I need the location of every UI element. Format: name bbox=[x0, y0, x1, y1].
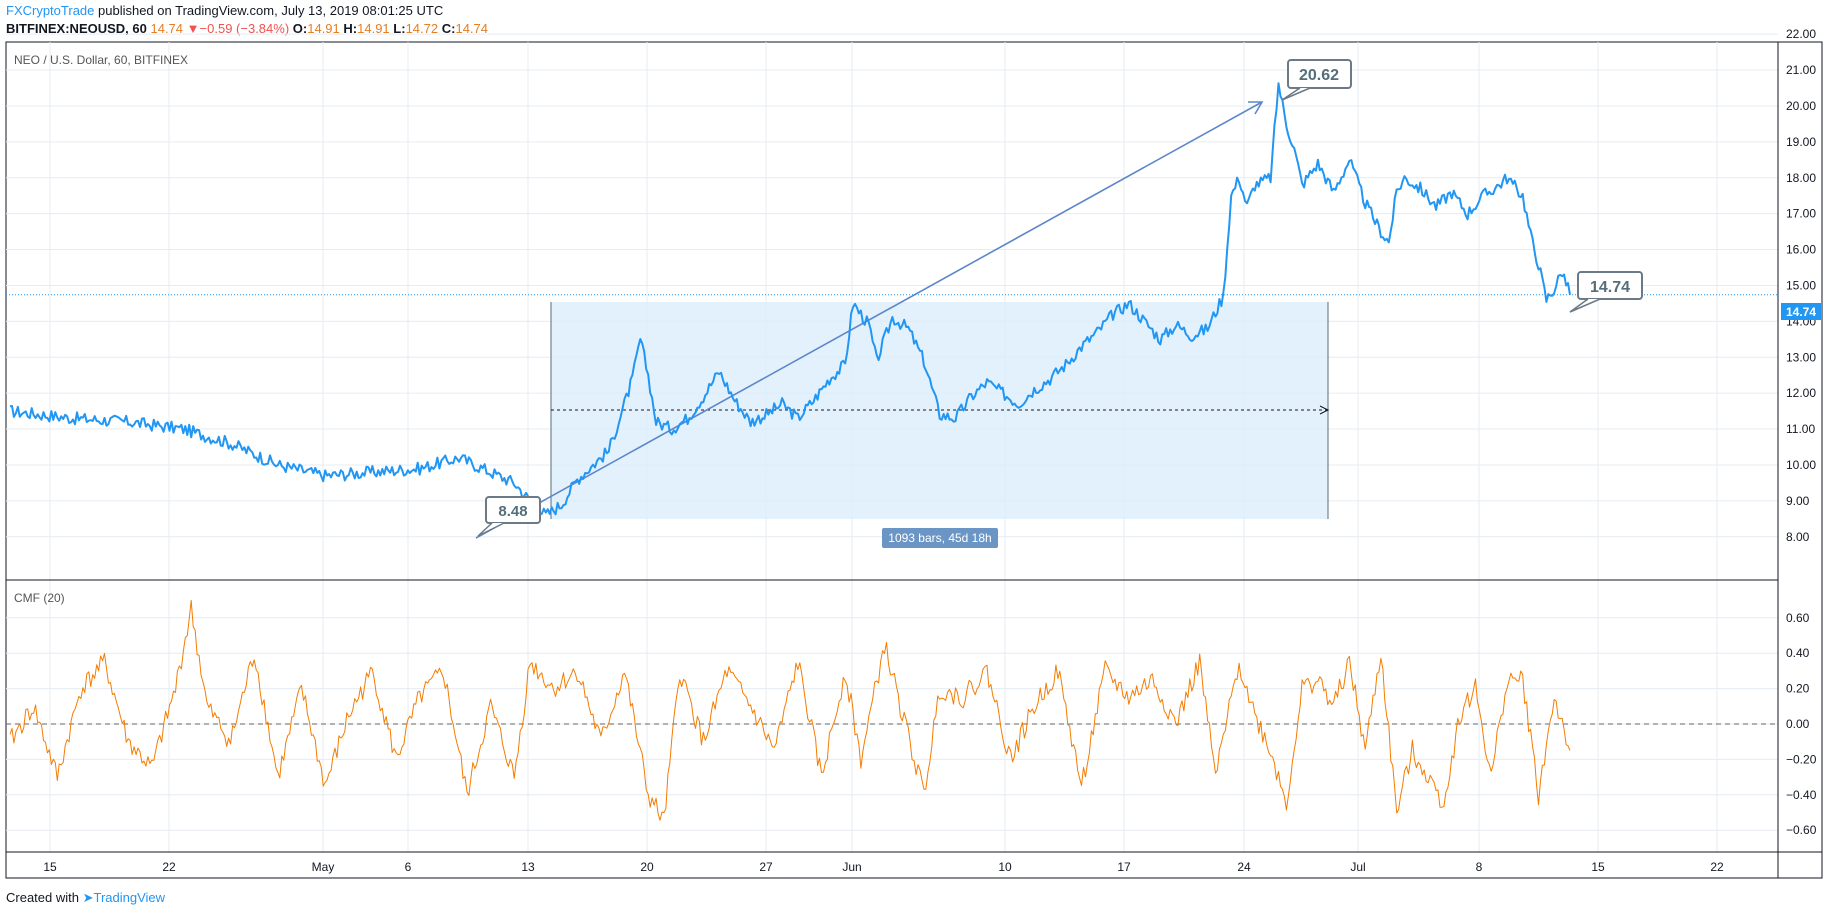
price-tick-label: 12.00 bbox=[1786, 386, 1816, 400]
cmf-tick-label: 0.40 bbox=[1786, 646, 1810, 660]
price-tick-label: 17.00 bbox=[1786, 207, 1816, 221]
time-tick-label: 22 bbox=[1710, 860, 1724, 874]
price-tick-label: 20.00 bbox=[1786, 99, 1816, 113]
high-callout-text: 20.62 bbox=[1299, 67, 1339, 84]
price-pane-title: NEO / U.S. Dollar, 60, BITFINEX bbox=[14, 53, 188, 67]
last-callout-text: 14.74 bbox=[1590, 279, 1630, 296]
cmf-tick-label: 0.20 bbox=[1786, 682, 1810, 696]
price-tick-label: 9.00 bbox=[1786, 494, 1810, 508]
price-tick-label: 8.00 bbox=[1786, 530, 1810, 544]
price-tick-label: 16.00 bbox=[1786, 243, 1816, 257]
change-value: −0.59 (−3.84%) bbox=[199, 21, 290, 36]
close-label: C: bbox=[441, 21, 456, 36]
price-tick-label: 21.00 bbox=[1786, 63, 1816, 77]
low-callout-text: 8.48 bbox=[498, 503, 527, 520]
last-value: 14.74 bbox=[150, 21, 184, 36]
price-tick-label: 15.00 bbox=[1786, 278, 1816, 292]
chart-frame bbox=[5, 41, 1823, 879]
close-value: 14.74 bbox=[455, 21, 489, 36]
price-tick-label: 10.00 bbox=[1786, 458, 1816, 472]
tradingview-link[interactable]: TradingView bbox=[93, 890, 166, 905]
cmf-tick-label: −0.40 bbox=[1786, 788, 1817, 802]
last-price-badge bbox=[1781, 303, 1821, 320]
footer: Created with ➤TradingView bbox=[6, 890, 165, 906]
axis-labels: 8.009.0010.0011.0012.0013.0014.0015.0016… bbox=[43, 27, 1816, 874]
time-tick-label: 27 bbox=[759, 860, 773, 874]
time-tick-label: 10 bbox=[998, 860, 1012, 874]
cmf-tick-label: 0.60 bbox=[1786, 611, 1810, 625]
ohlc-legend: BITFINEX:NEOUSD, 60 14.74 ▼−0.59 (−3.84%… bbox=[6, 21, 488, 36]
publisher-link[interactable]: FXCryptoTrade bbox=[6, 3, 95, 18]
low-label: L: bbox=[393, 21, 406, 36]
cmf-series-line[interactable] bbox=[9, 599, 1571, 821]
time-tick-label: 13 bbox=[521, 860, 535, 874]
cmf-tick-label: −0.60 bbox=[1786, 823, 1817, 837]
high-callout[interactable]: 20.62 bbox=[1281, 59, 1352, 101]
high-value: 14.91 bbox=[357, 21, 390, 36]
high-label: H: bbox=[343, 21, 358, 36]
price-tick-label: 18.00 bbox=[1786, 171, 1816, 185]
time-tick-label: 17 bbox=[1117, 860, 1131, 874]
grid-lines bbox=[6, 33, 1778, 852]
last-price-badge-text: 14.74 bbox=[1786, 305, 1816, 319]
cmf-tick-label: 0.00 bbox=[1786, 717, 1810, 731]
price-tick-label: 22.00 bbox=[1786, 27, 1816, 41]
date-range-label-box bbox=[882, 528, 998, 548]
last-callout[interactable]: 14.74 bbox=[1569, 271, 1643, 313]
time-tick-label: Jun bbox=[842, 860, 861, 874]
date-range-arrow-icon bbox=[1319, 405, 1330, 415]
publish-line: FXCryptoTrade published on TradingView.c… bbox=[6, 3, 443, 18]
time-tick-label: 15 bbox=[43, 860, 57, 874]
time-tick-label: 22 bbox=[162, 860, 176, 874]
date-range-label: 1093 bars, 45d 18h bbox=[888, 531, 991, 545]
cmf-pane-title: CMF (20) bbox=[14, 591, 65, 605]
time-tick-label: 24 bbox=[1237, 860, 1251, 874]
price-tick-label: 11.00 bbox=[1786, 422, 1815, 436]
tradingview-logo-icon: ➤ bbox=[82, 890, 94, 905]
time-tick-label: May bbox=[312, 860, 335, 874]
low-value: 14.72 bbox=[405, 21, 439, 36]
price-tick-label: 19.00 bbox=[1786, 135, 1816, 149]
cmf-tick-label: −0.20 bbox=[1786, 752, 1817, 766]
time-tick-label: Jul bbox=[1350, 860, 1365, 874]
price-tick-label: 13.00 bbox=[1786, 350, 1816, 364]
time-tick-label: 20 bbox=[640, 860, 654, 874]
time-tick-label: 15 bbox=[1591, 860, 1605, 874]
trend-arrow-head-icon bbox=[1248, 101, 1264, 115]
time-tick-label: 8 bbox=[1476, 860, 1483, 874]
open-label: O: bbox=[292, 21, 308, 36]
publish-info: published on TradingView.com, July 13, 2… bbox=[94, 3, 444, 18]
price-series-line[interactable] bbox=[9, 82, 1571, 516]
symbol-label: BITFINEX:NEOUSD, 60 bbox=[6, 21, 147, 36]
created-with-label: Created with bbox=[6, 890, 79, 905]
low-callout[interactable]: 8.48 bbox=[477, 496, 541, 537]
down-triangle-icon: ▼ bbox=[186, 21, 200, 36]
time-tick-label: 6 bbox=[405, 860, 412, 874]
open-value: 14.91 bbox=[307, 21, 340, 36]
